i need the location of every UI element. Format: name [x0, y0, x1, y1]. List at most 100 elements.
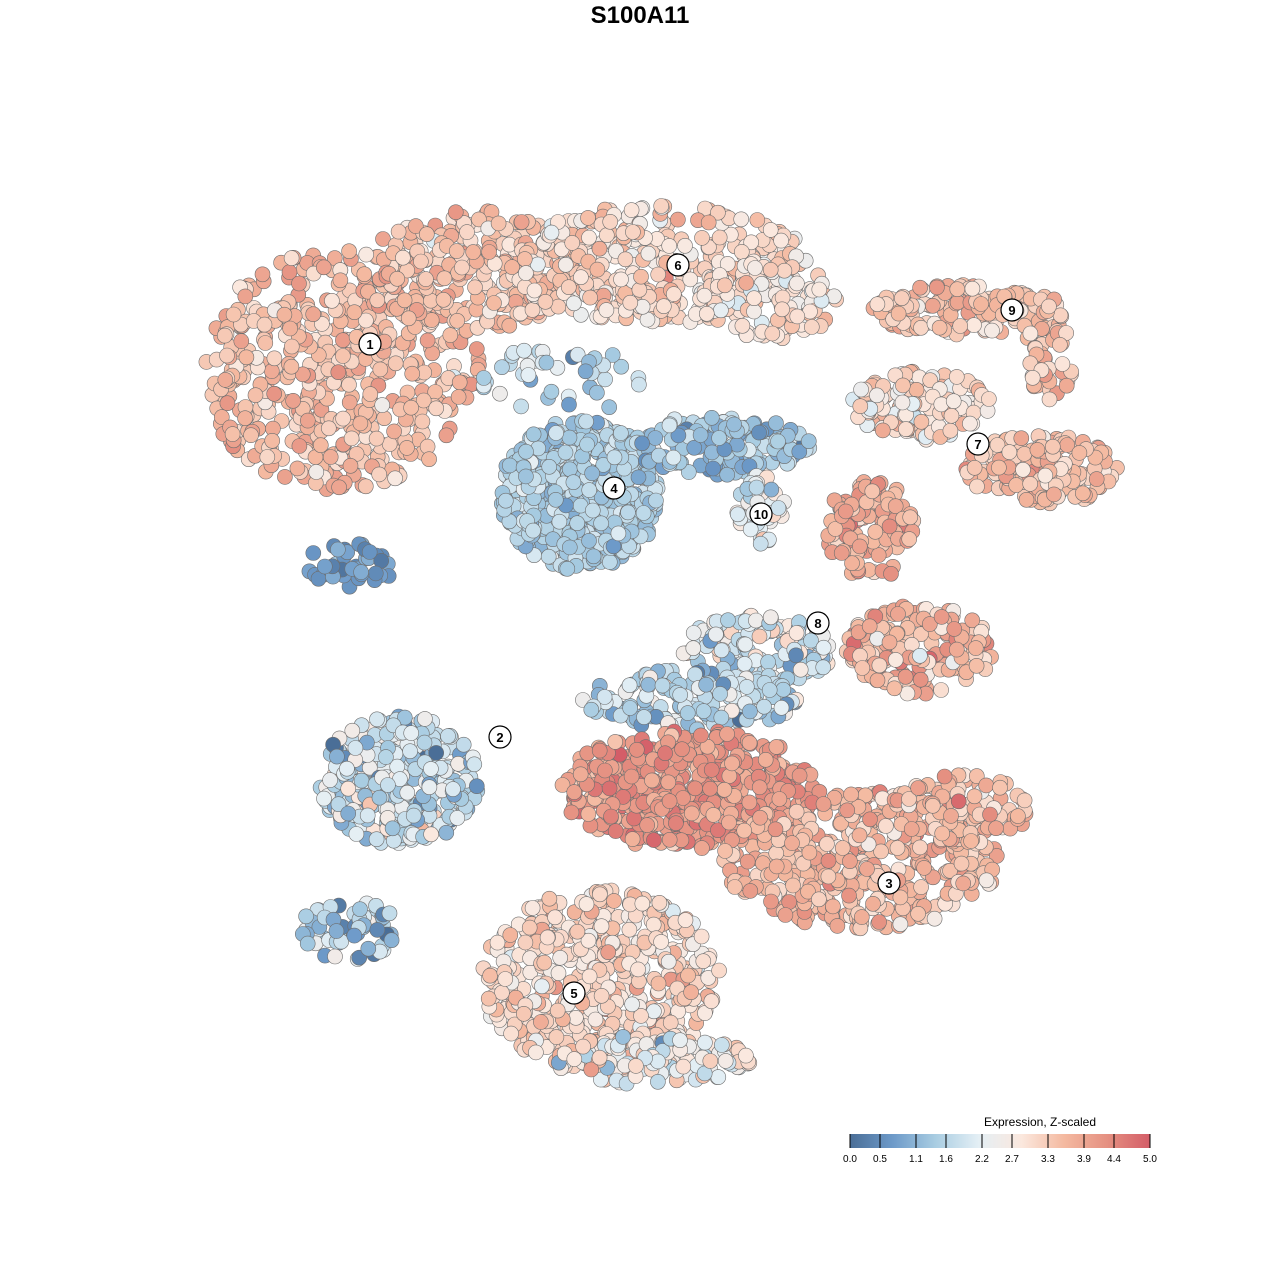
cell-point	[312, 437, 329, 454]
cell-point	[712, 686, 728, 702]
cell-point	[811, 281, 828, 298]
cell-point	[962, 415, 978, 432]
cell-point	[741, 735, 758, 751]
cell-point	[501, 457, 518, 474]
cell-point	[423, 761, 439, 777]
cell-point	[454, 259, 470, 276]
cell-point	[557, 256, 574, 273]
cell-point	[890, 606, 906, 622]
cell-point	[713, 709, 730, 726]
cell-point	[341, 243, 357, 259]
cell-point	[404, 365, 421, 382]
cell-point	[912, 279, 928, 296]
cell-point	[276, 306, 293, 323]
cell-point	[330, 541, 346, 558]
cell-point	[428, 400, 445, 417]
cell-point	[399, 440, 415, 456]
cell-point	[966, 317, 982, 333]
cell-point	[770, 433, 786, 450]
cell-point	[494, 359, 510, 376]
cell-point	[1018, 491, 1035, 508]
cell-point	[369, 711, 385, 728]
cell-point	[407, 218, 424, 234]
cell-point	[815, 796, 832, 812]
cell-point	[936, 768, 953, 785]
cell-point	[597, 371, 613, 388]
cell-point	[834, 840, 851, 856]
cell-point	[547, 491, 564, 508]
cell-point	[869, 672, 886, 689]
cell-point	[624, 831, 641, 847]
cell-point	[225, 306, 242, 323]
cell-point	[843, 786, 859, 803]
cell-point	[943, 407, 960, 424]
cell-point	[449, 810, 466, 826]
cell-point	[561, 461, 578, 478]
cell-point	[883, 565, 899, 582]
cell-point	[746, 290, 762, 307]
cell-point	[854, 660, 871, 676]
cell-point	[913, 879, 929, 895]
cell-point	[788, 625, 805, 641]
cell-point	[442, 327, 459, 343]
cell-point	[610, 525, 627, 542]
cell-point	[902, 509, 919, 526]
cell-point	[625, 224, 641, 240]
cell-point	[415, 392, 432, 409]
cell-point	[640, 245, 657, 262]
cell-point	[762, 261, 779, 278]
cell-point	[597, 762, 613, 779]
cell-point	[396, 292, 413, 309]
cell-point	[742, 703, 758, 720]
cell-point	[934, 825, 951, 842]
cell-point	[683, 805, 700, 822]
cell-point	[455, 736, 472, 753]
cell-point	[948, 369, 965, 385]
cell-point	[871, 657, 888, 674]
cell-point	[324, 292, 340, 309]
cell-point	[613, 425, 629, 441]
cell-point	[952, 318, 969, 334]
cell-point	[815, 639, 832, 656]
cell-point	[403, 399, 419, 416]
cell-point	[770, 500, 787, 516]
cell-point	[820, 868, 837, 885]
cell-point	[762, 222, 779, 238]
cell-point	[1016, 446, 1033, 462]
cell-point	[674, 741, 690, 758]
cell-point	[533, 1014, 549, 1030]
cell-point	[639, 817, 656, 833]
cell-point	[572, 766, 589, 783]
cell-point	[789, 275, 805, 292]
cell-point	[468, 778, 485, 795]
cell-point	[283, 358, 300, 375]
cell-point	[254, 266, 271, 283]
cell-point	[633, 268, 649, 285]
cell-point	[598, 302, 615, 318]
cell-point	[435, 291, 452, 308]
cell-point	[703, 409, 720, 426]
cell-point	[328, 923, 345, 939]
cell-point	[853, 381, 869, 398]
cell-point	[566, 784, 583, 800]
cell-point	[631, 281, 648, 298]
cell-point	[607, 823, 624, 839]
cell-point	[716, 781, 733, 798]
cell-point	[543, 383, 560, 400]
cell-point	[380, 777, 396, 793]
cell-point	[895, 377, 911, 394]
cell-point	[966, 459, 983, 476]
cell-point	[665, 449, 682, 466]
cell-point	[924, 797, 941, 814]
cell-point	[889, 840, 906, 856]
cell-point	[399, 784, 416, 801]
cell-point	[726, 416, 742, 433]
cell-point	[565, 474, 582, 491]
cell-point	[341, 376, 357, 393]
cell-point	[751, 424, 767, 441]
cell-point	[418, 271, 434, 287]
cell-point	[949, 281, 966, 298]
cell-point	[340, 805, 357, 822]
cell-point	[564, 235, 581, 251]
